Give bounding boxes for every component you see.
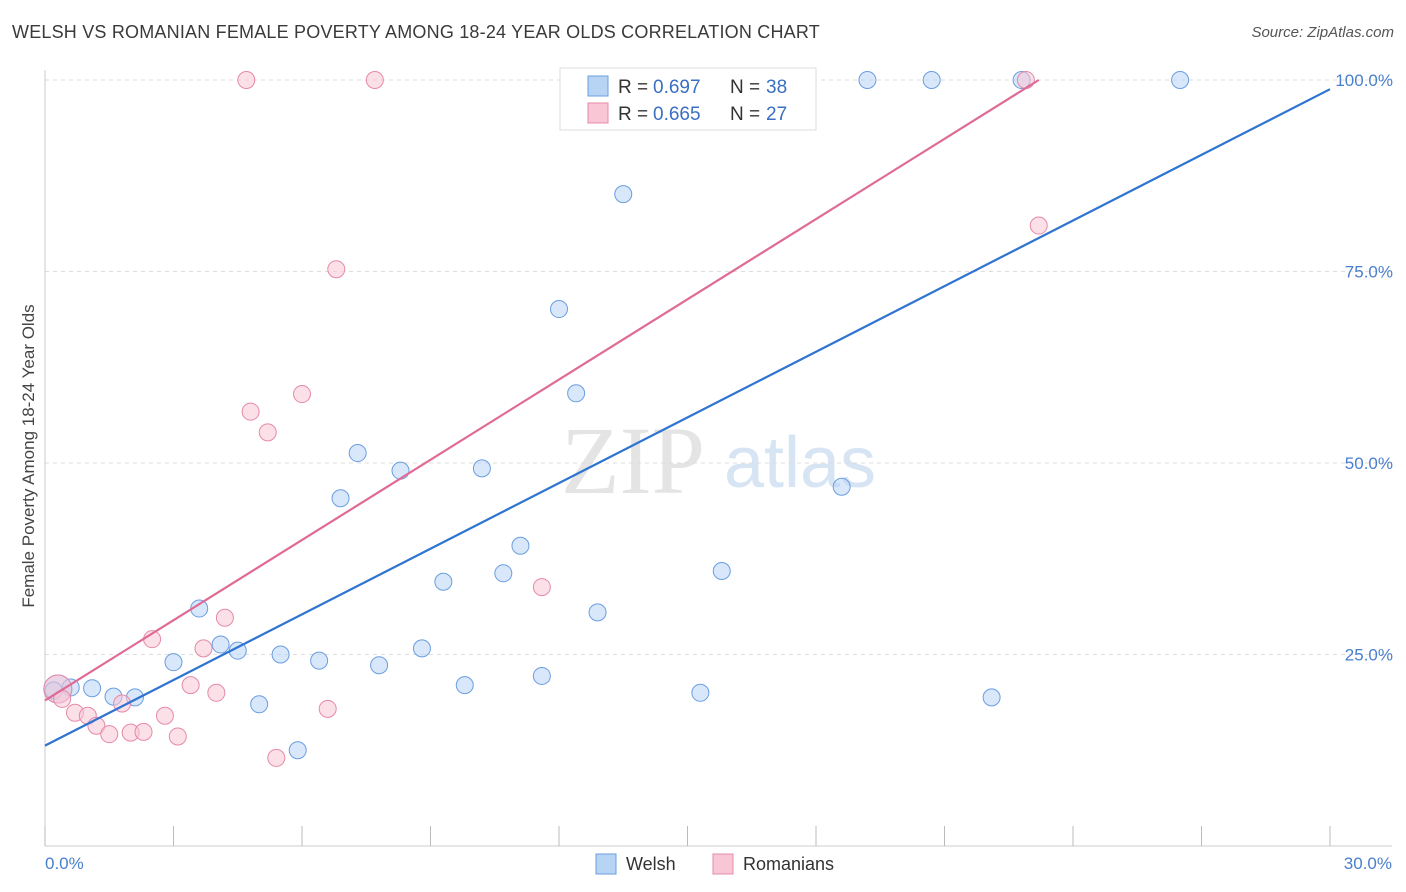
y-tick-labels: 25.0% 50.0% 75.0% 100.0% (1335, 71, 1393, 665)
correlation-legend: R = 0.697 N = 38 R = 0.665 N = 27 (559, 67, 817, 131)
welsh-point (331, 489, 350, 508)
romanians-point (267, 748, 286, 767)
legend-romanians-n-value: 27 (766, 104, 787, 125)
source-label: Source: ZipAtlas.com (1251, 24, 1394, 41)
welsh-point (691, 683, 710, 702)
legend-welsh-r-value: 0.697 (653, 77, 701, 98)
welsh-point (455, 676, 474, 695)
romanians-point (327, 260, 346, 279)
welsh-point (370, 656, 389, 675)
welsh-point (271, 645, 290, 664)
bottom-legend-welsh-swatch (595, 853, 617, 875)
romanians-point (181, 676, 200, 695)
romanians-points (43, 71, 1048, 767)
welsh-point (494, 564, 513, 583)
legend-welsh-n-value: 38 (766, 77, 787, 98)
welsh-point (532, 666, 551, 685)
welsh-point (211, 635, 230, 654)
y-tick-label: 100.0% (1335, 71, 1393, 90)
romanians-point (194, 639, 213, 658)
x-tick-label-min: 0.0% (45, 854, 84, 873)
welsh-point (434, 572, 453, 591)
y-tick-label: 75.0% (1345, 263, 1393, 282)
welsh-point (472, 459, 491, 478)
romanians-point (155, 706, 174, 725)
welsh-point (1171, 71, 1190, 89)
trend-lines (44, 79, 1331, 747)
legend-welsh-r-label: R = (618, 77, 648, 98)
chart-title: WELSH VS ROMANIAN FEMALE POVERTY AMONG 1… (12, 22, 820, 42)
welsh-point (250, 695, 269, 714)
welsh-point (588, 603, 607, 622)
legend-romanians-n-label: N = (730, 104, 760, 125)
romanians-point (1029, 216, 1048, 235)
welsh-point (288, 741, 307, 760)
bottom-legend-romanians-swatch (712, 853, 734, 875)
welsh-trend-line (44, 88, 1331, 747)
welsh-point (832, 477, 851, 496)
romanians-trend-line (44, 79, 1040, 702)
welsh-point (348, 444, 367, 463)
welsh-point (83, 679, 102, 698)
x-ticks (44, 826, 1331, 846)
romanians-point (168, 727, 187, 746)
bottom-legend-romanians-label: Romanians (743, 854, 834, 874)
romanians-point (215, 608, 234, 627)
welsh-point (858, 71, 877, 89)
axes (44, 70, 1392, 847)
legend-romanians-r-label: R = (618, 104, 648, 125)
romanians-point (241, 402, 260, 421)
legend-romanians-r-value: 0.665 (653, 104, 701, 125)
y-axis-title: Female Poverty Among 18-24 Year Olds (19, 304, 38, 607)
welsh-point (511, 536, 530, 555)
romanians-point (207, 683, 226, 702)
welsh-point (310, 651, 329, 670)
romanians-point (100, 725, 119, 744)
x-tick-label-max: 30.0% (1344, 854, 1392, 873)
welsh-point (982, 688, 1001, 707)
romanians-point (237, 71, 256, 89)
romanians-point (365, 71, 384, 89)
watermark-zip: ZIP (561, 407, 705, 514)
welsh-point (391, 461, 410, 480)
romanians-point (258, 423, 277, 442)
welsh-point (614, 185, 633, 204)
legend-welsh-swatch (587, 75, 609, 97)
y-tick-label: 25.0% (1345, 646, 1393, 665)
bottom-legend-welsh-label: Welsh (626, 854, 676, 874)
legend-welsh-n-label: N = (730, 77, 760, 98)
romanians-point (532, 578, 551, 597)
series-legend: Welsh Romanians (595, 853, 834, 875)
y-tick-label: 50.0% (1345, 454, 1393, 473)
welsh-point (412, 639, 431, 658)
welsh-point (712, 562, 731, 581)
welsh-point (164, 653, 183, 672)
welsh-point (922, 71, 941, 89)
welsh-point (567, 384, 586, 403)
romanians-point (1016, 71, 1035, 89)
romanians-point (293, 385, 311, 404)
legend-romanians-swatch (587, 102, 609, 124)
welsh-point (550, 300, 568, 319)
romanians-point (318, 699, 337, 718)
romanians-point (134, 722, 153, 741)
